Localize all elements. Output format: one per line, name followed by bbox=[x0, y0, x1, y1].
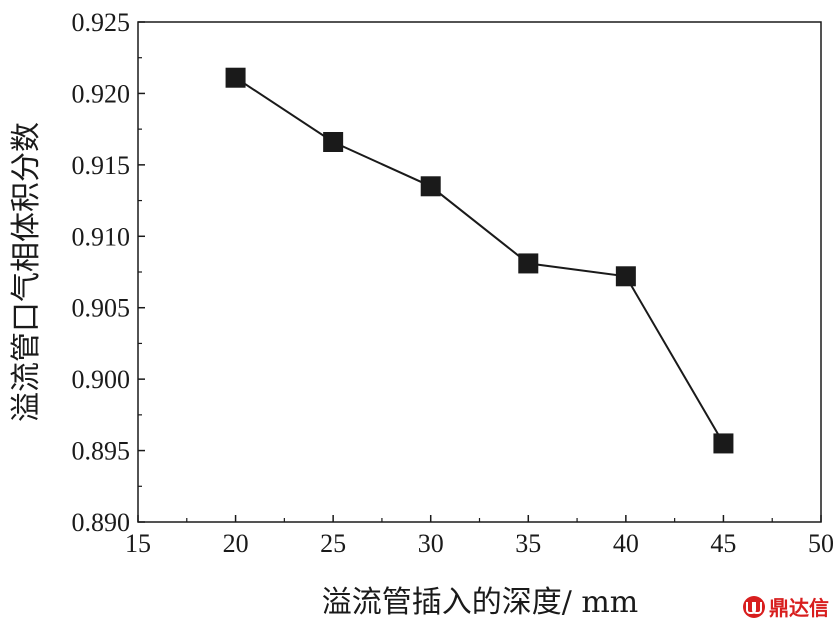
y-tick-label: 0.910 bbox=[72, 222, 131, 251]
series-line bbox=[235, 76, 725, 444]
series-markers bbox=[225, 67, 734, 454]
data-point-marker bbox=[518, 253, 539, 274]
x-tick-label: 25 bbox=[320, 529, 346, 558]
x-axis-title: 溢流管插入的深度/ mm bbox=[322, 585, 639, 620]
watermark: 鼎达信 bbox=[743, 592, 829, 621]
x-tick-label: 15 bbox=[125, 529, 151, 558]
y-tick-label: 0.890 bbox=[72, 508, 131, 537]
y-tick-label: 0.900 bbox=[72, 365, 131, 394]
x-tick-label: 20 bbox=[223, 529, 249, 558]
y-tick-label: 0.895 bbox=[72, 437, 131, 466]
y-tick-label: 0.920 bbox=[72, 79, 131, 108]
y-tick-label: 0.915 bbox=[72, 151, 131, 180]
data-point-marker bbox=[615, 266, 636, 287]
data-point-marker bbox=[420, 176, 441, 197]
y-axis: 0.890 0.895 0.900 0.905 0.910 0.915 0.920 0.925 bbox=[72, 8, 145, 537]
y-tick-label: 0.905 bbox=[72, 294, 131, 323]
x-tick-label: 35 bbox=[515, 529, 541, 558]
y-tick-label: 0.925 bbox=[72, 8, 131, 37]
data-point-marker bbox=[323, 132, 344, 152]
y-axis-title: 溢流管口气相体积分数 bbox=[9, 122, 44, 422]
x-tick-label: 50 bbox=[808, 529, 834, 558]
x-tick-label: 45 bbox=[710, 529, 736, 558]
x-tick-label: 40 bbox=[613, 529, 639, 558]
data-point-marker bbox=[713, 433, 734, 454]
watermark-text: 鼎达信 bbox=[769, 596, 829, 620]
watermark-logo-icon bbox=[743, 595, 765, 618]
x-tick-label: 30 bbox=[418, 529, 444, 558]
x-axis: 15 20 25 30 35 40 45 50 bbox=[125, 515, 834, 558]
data-point-marker bbox=[225, 67, 246, 88]
